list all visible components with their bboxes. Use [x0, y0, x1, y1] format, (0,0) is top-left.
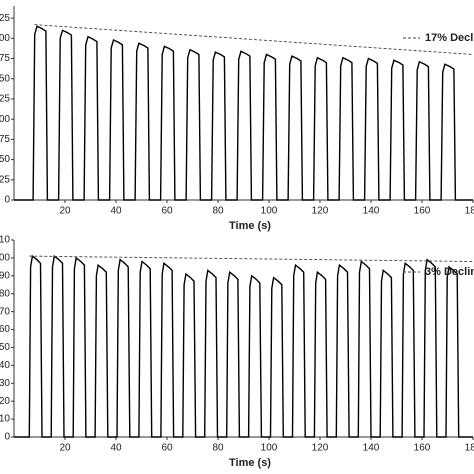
- y-tick-label: 20: [0, 396, 10, 407]
- y-tick-label: 0: [4, 195, 10, 206]
- y-tick-label: 40: [0, 360, 10, 371]
- y-tick-label: 100: [0, 253, 10, 264]
- legend-label: 17% Decline: [425, 32, 474, 44]
- x-axis-title: Time (s): [229, 220, 271, 232]
- x-tick-label: 80: [212, 443, 224, 454]
- y-tick-label: 200: [0, 33, 10, 44]
- x-tick-label: 40: [110, 206, 122, 217]
- x-tick-label: 180: [465, 443, 474, 454]
- y-tick-label: 225: [0, 13, 10, 24]
- y-tick-label: 90: [0, 270, 10, 281]
- x-tick-label: 20: [59, 206, 71, 217]
- y-tick-label: 150: [0, 73, 10, 84]
- y-tick-label: 80: [0, 288, 10, 299]
- y-tick-label: 0: [4, 432, 10, 443]
- y-tick-label: 30: [0, 378, 10, 389]
- x-tick-label: 140: [363, 443, 380, 454]
- y-tick-label: 60: [0, 324, 10, 335]
- legend-label: 3% Decline: [425, 266, 474, 278]
- x-tick-label: 140: [363, 206, 380, 217]
- force-line: [14, 25, 473, 201]
- x-tick-label: 120: [312, 206, 329, 217]
- x-tick-label: 60: [161, 443, 173, 454]
- y-tick-label: 50: [0, 154, 10, 165]
- x-tick-label: 160: [414, 443, 431, 454]
- x-tick-label: 160: [414, 206, 431, 217]
- y-tick-label: 100: [0, 114, 10, 125]
- x-tick-label: 80: [212, 206, 224, 217]
- y-tick-label: 10: [0, 414, 10, 425]
- x-tick-label: 100: [261, 206, 278, 217]
- x-tick-label: 40: [110, 443, 122, 454]
- y-tick-label: 175: [0, 53, 10, 64]
- x-tick-label: 180: [465, 206, 474, 217]
- force-line: [14, 254, 473, 438]
- y-tick-label: 50: [0, 342, 10, 353]
- x-axis-title: Time (s): [229, 457, 271, 469]
- trend-line: [34, 24, 474, 55]
- x-tick-label: 120: [312, 443, 329, 454]
- y-tick-label: 110: [0, 235, 10, 246]
- y-tick-label: 25: [0, 174, 10, 185]
- y-tick-label: 75: [0, 134, 10, 145]
- y-tick-label: 125: [0, 94, 10, 105]
- y-tick-label: 70: [0, 306, 10, 317]
- x-tick-label: 100: [261, 443, 278, 454]
- x-tick-label: 60: [161, 206, 173, 217]
- x-tick-label: 20: [59, 443, 71, 454]
- trend-line: [29, 255, 474, 262]
